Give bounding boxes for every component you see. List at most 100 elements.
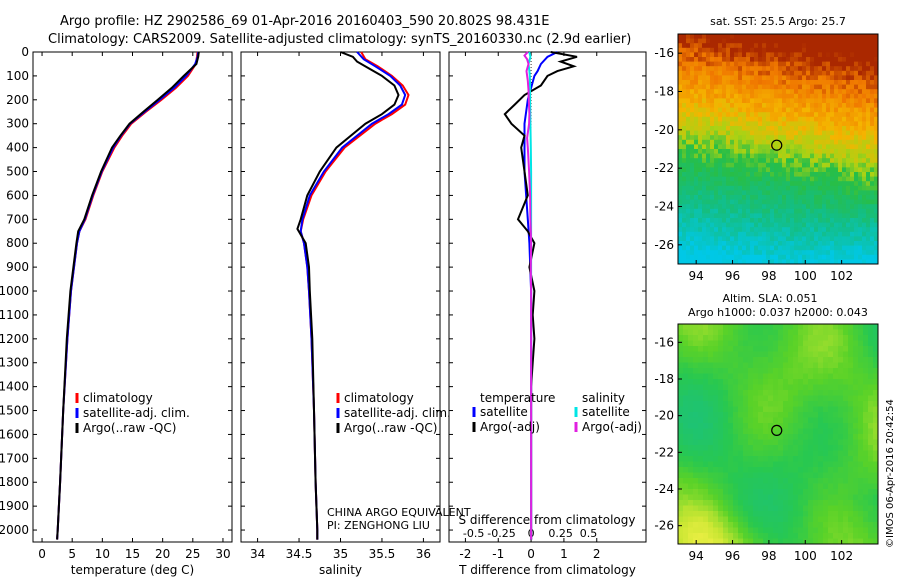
map-cell [686, 254, 691, 260]
map-cell [726, 80, 731, 85]
map-cell [814, 38, 819, 44]
map-cell [698, 204, 703, 210]
map-cell [702, 245, 707, 251]
map-cell [770, 172, 775, 177]
map-cell [808, 373, 814, 380]
map-cell [823, 478, 829, 484]
map-cell [723, 384, 729, 391]
map-cell [854, 93, 859, 99]
map-cell [806, 103, 811, 108]
map-cell [723, 351, 729, 358]
map-cell [790, 208, 795, 214]
map-cell [838, 236, 843, 242]
map-cell [753, 423, 759, 429]
salinity-panel: 34 34.5 35 35.5 36salinityclimatologysatelli… [240, 51, 451, 577]
map-cell [822, 153, 827, 159]
map-cell [866, 167, 871, 173]
map-cell [818, 80, 823, 85]
map-cell [706, 222, 711, 228]
map-cell [738, 516, 744, 523]
map-cell [738, 390, 744, 396]
map-cell [754, 121, 759, 127]
map-cell [738, 107, 743, 113]
map-cell [678, 500, 684, 506]
map-cell [694, 47, 699, 53]
map-cell [826, 116, 831, 122]
map-cell [770, 181, 775, 187]
map-cell [762, 98, 767, 104]
map-cell [858, 199, 863, 205]
map-cell [766, 172, 771, 177]
map-cell [802, 185, 807, 191]
map-cell [694, 52, 699, 58]
map-cell [754, 172, 759, 177]
map-cell [733, 395, 739, 402]
map-cell [798, 406, 804, 413]
map-cell [813, 357, 819, 363]
map-cell [722, 213, 727, 219]
map-cell [742, 98, 747, 104]
map-cell [870, 52, 875, 58]
map-cell [678, 412, 684, 418]
map-cell [734, 227, 739, 233]
map-cell [853, 483, 859, 490]
map-cell [710, 190, 715, 196]
map-cell [794, 172, 799, 177]
map-cell [803, 500, 809, 506]
map-cell [774, 250, 779, 256]
map-cell [710, 218, 715, 223]
map-cell [698, 167, 703, 173]
map-cell [710, 66, 715, 72]
map-cell [862, 38, 867, 44]
map-cell [873, 511, 879, 517]
map-cell [822, 167, 827, 173]
map-cell [710, 89, 715, 95]
map-cell [782, 47, 787, 53]
map-cell [850, 93, 855, 99]
map-cell [762, 75, 767, 81]
map-cell [694, 250, 699, 256]
map-cell [753, 505, 759, 512]
map-cell [754, 158, 759, 164]
map-cell [728, 395, 734, 402]
map-cell [843, 384, 849, 391]
map-cell [690, 250, 695, 256]
map-cell [774, 218, 779, 223]
map-cell [714, 112, 719, 118]
map-cell [833, 472, 839, 479]
map-cell [810, 130, 815, 136]
map-cell [813, 456, 819, 462]
map-cell [793, 467, 799, 473]
map-cell [808, 461, 814, 468]
map-cell [702, 57, 707, 62]
map-cell [730, 204, 735, 210]
map-cell [743, 494, 749, 501]
map-cell [774, 259, 779, 265]
map-cell [733, 428, 739, 435]
map-cell [848, 324, 854, 330]
map-cell [822, 139, 827, 145]
map-cell [813, 522, 819, 528]
map-cell [718, 181, 723, 187]
map-cell [693, 428, 699, 435]
map-cell [823, 329, 829, 336]
map-cell [710, 80, 715, 85]
map-cell [743, 401, 749, 407]
map-cell [838, 185, 843, 191]
map-cell [868, 357, 874, 363]
map-cell [742, 218, 747, 223]
map-cell [730, 149, 735, 154]
map-cell [870, 103, 875, 108]
map-cell [698, 250, 703, 256]
map-cell [758, 70, 763, 76]
map-cell [738, 373, 744, 380]
map-cell [702, 121, 707, 127]
map-cell [738, 135, 743, 141]
map-cell [768, 406, 774, 413]
map-cell [873, 373, 879, 380]
map-cell [818, 362, 824, 369]
map-cell [753, 467, 759, 473]
map-cell [768, 472, 774, 479]
map-cell [742, 89, 747, 95]
map-cell [770, 126, 775, 131]
